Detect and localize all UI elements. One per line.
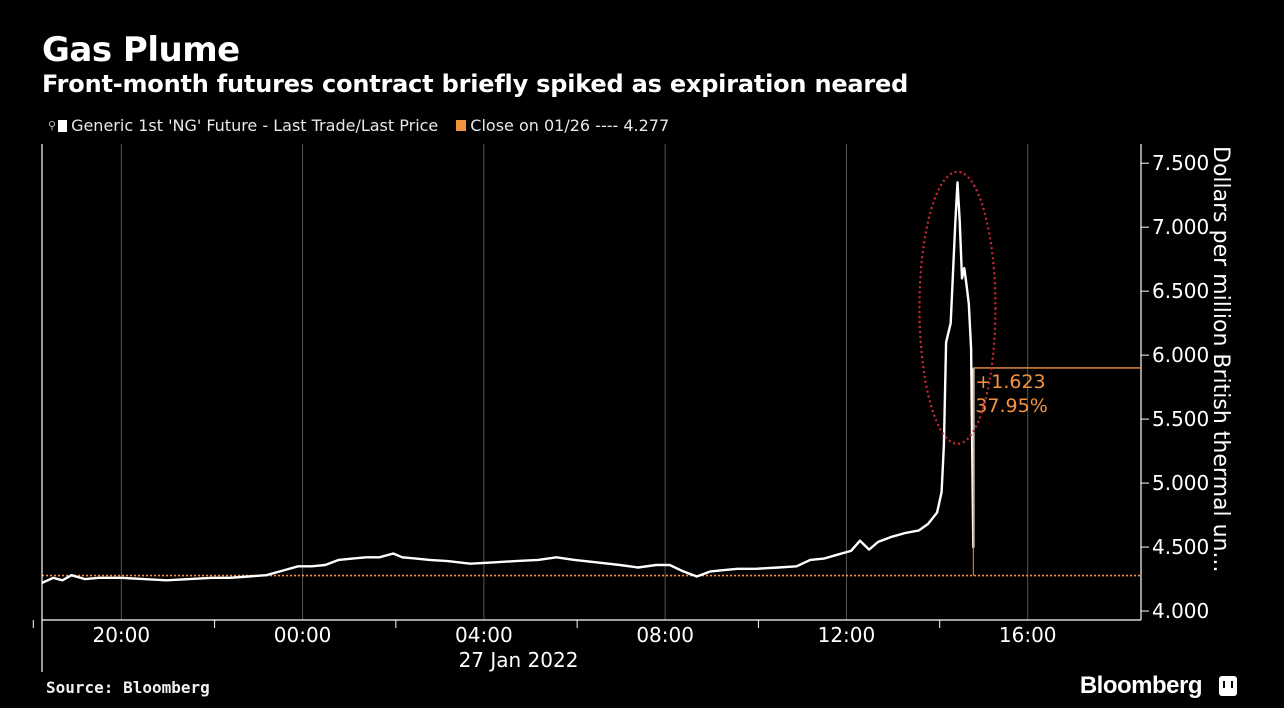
- legend-label-close: Close on 01/26 ---- 4.277: [470, 116, 670, 135]
- y-tick-label: 7.000: [1152, 215, 1209, 239]
- bloomberg-terminal-icon: [1219, 676, 1237, 696]
- legend-item-series: ⚲ Generic 1st 'NG' Future - Last Trade/L…: [48, 116, 438, 135]
- y-tick-label: 6.000: [1152, 343, 1209, 367]
- x-tick-label: 16:00: [999, 623, 1057, 647]
- axes: 20:00 00:00 04:00 08:00 12:00 16:00 27 Jan 202…: [32, 144, 1233, 672]
- source-note: Source: Bloomberg: [46, 678, 210, 697]
- chart-subtitle: Front-month futures contract briefly spi…: [42, 70, 909, 98]
- legend-swatch-series: [58, 119, 68, 132]
- legend-label-series: Generic 1st 'NG' Future - Last Trade/Las…: [71, 116, 439, 135]
- pin-icon: ⚲: [48, 119, 57, 132]
- brand-logo-text: Bloomberg: [1079, 672, 1203, 699]
- x-tick-label: 00:00: [274, 623, 332, 647]
- x-tick-label: 04:00: [455, 623, 513, 647]
- y-tick-label: 6.500: [1152, 279, 1209, 303]
- y-tick-label: 4.000: [1152, 599, 1209, 623]
- change-value-label: +1.623: [975, 371, 1045, 393]
- price-series-line: [41, 181, 975, 584]
- y-tick-label: 4.500: [1152, 535, 1209, 559]
- series-layer: [41, 181, 975, 584]
- x-axis-label: 27 Jan 2022: [459, 648, 579, 672]
- x-tick-label: 12:00: [818, 623, 876, 647]
- x-tick-label: 20:00: [92, 623, 150, 647]
- legend-item-close: Close on 01/26 ---- 4.277: [456, 116, 669, 135]
- legend-swatch-close: [456, 120, 467, 131]
- gridlines: [120, 144, 1029, 620]
- legend: ⚲ Generic 1st 'NG' Future - Last Trade/L…: [48, 116, 687, 135]
- y-tick-label: 5.500: [1152, 407, 1209, 431]
- chart-title: Gas Plume: [42, 30, 240, 70]
- change-percent-label: 37.95%: [975, 395, 1047, 417]
- y-tick-label: 7.500: [1152, 151, 1209, 175]
- y-axis-label: Dollars per million British thermal un..…: [1208, 146, 1233, 572]
- y-tick-label: 5.000: [1152, 471, 1209, 495]
- spike-highlight-ellipse: [918, 170, 997, 445]
- x-tick-label: 08:00: [636, 623, 694, 647]
